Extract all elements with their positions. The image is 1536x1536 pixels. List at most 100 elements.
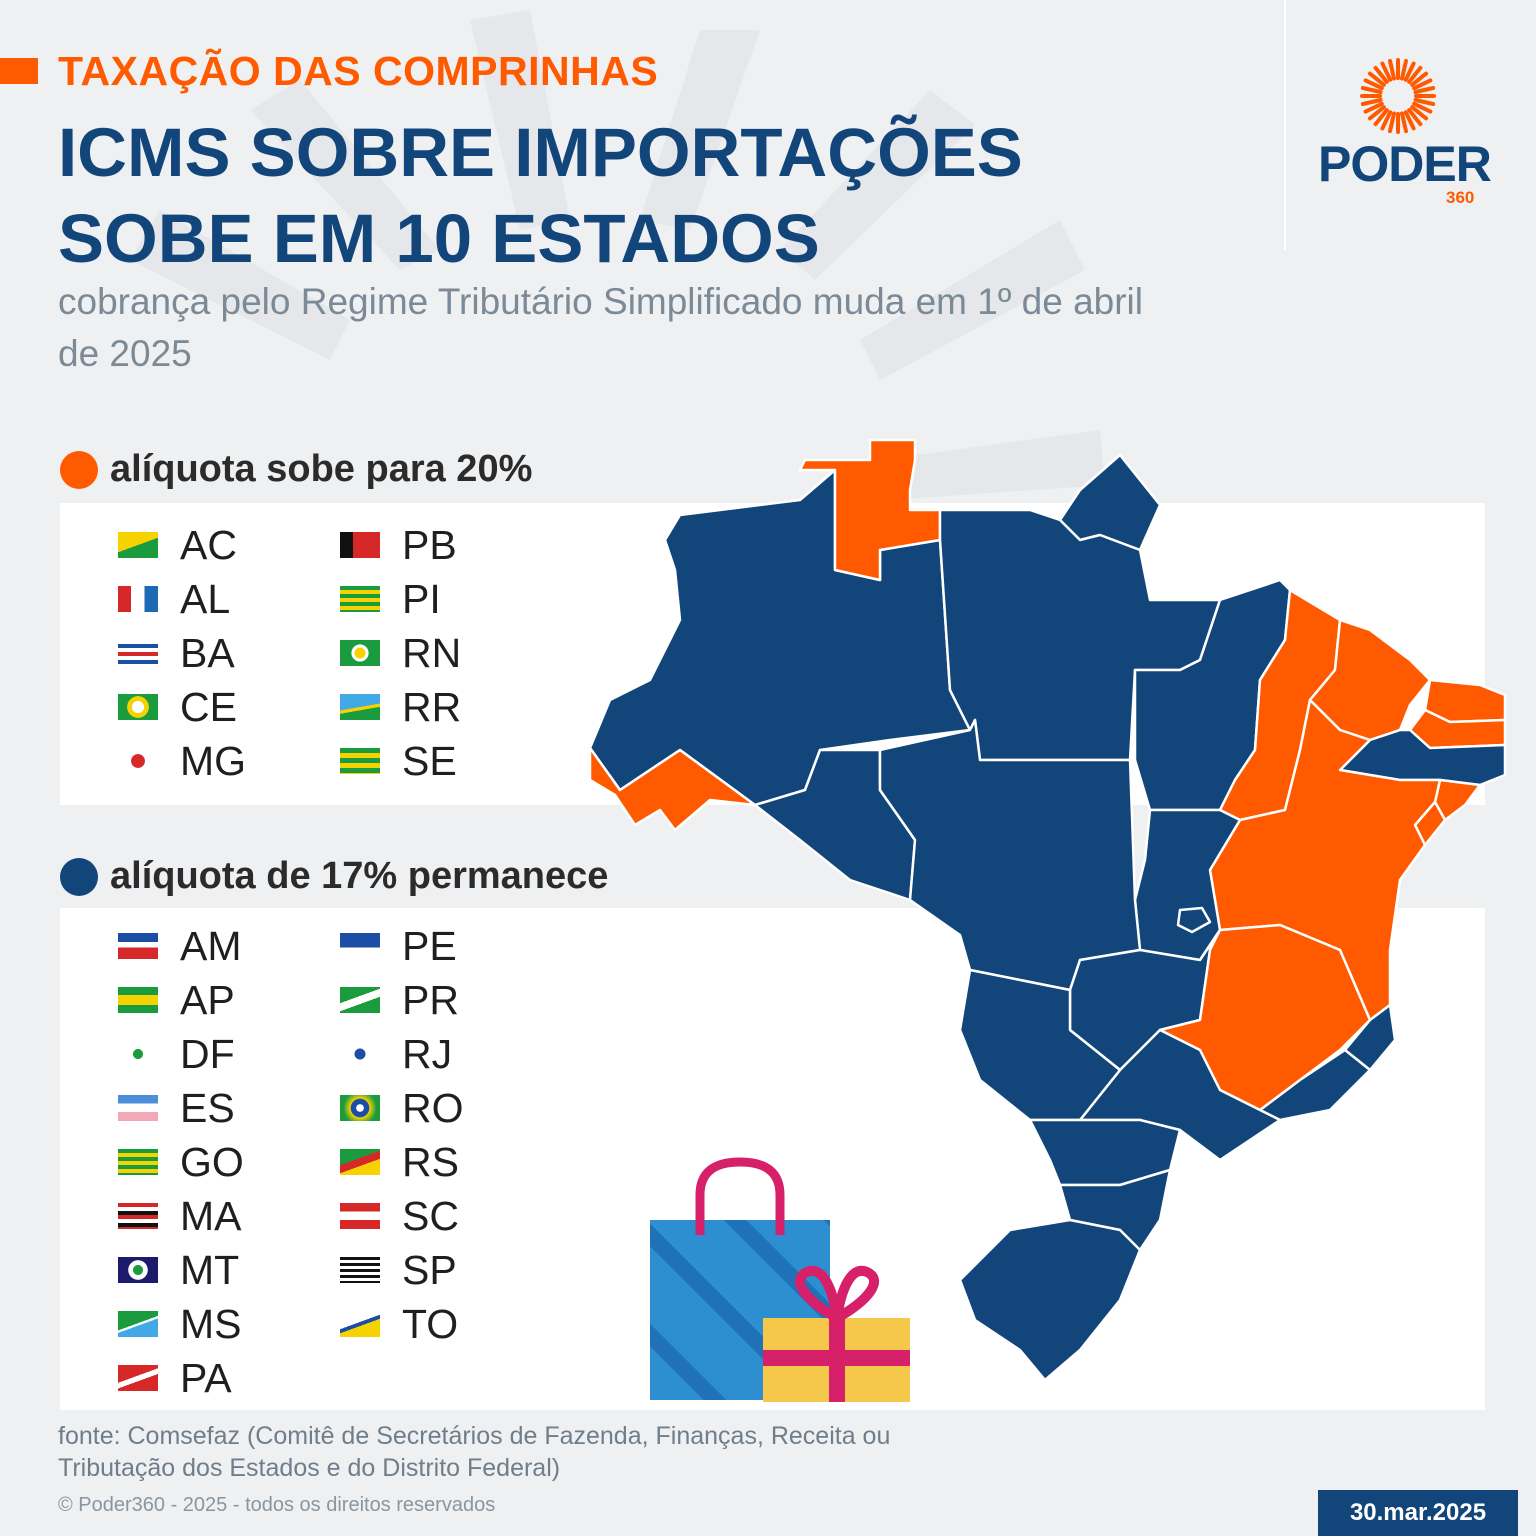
state-item-AP: AP <box>118 975 235 1025</box>
state-item-PA: PA <box>118 1353 232 1403</box>
state-code: AC <box>180 521 237 568</box>
state-code: GO <box>180 1138 244 1185</box>
state-code: PE <box>402 922 457 969</box>
flag-mg-icon <box>118 748 158 774</box>
state-code: PR <box>402 976 459 1023</box>
flag-to-icon <box>340 1311 380 1337</box>
state-item-PR: PR <box>340 975 459 1025</box>
map-state-MT <box>878 718 1142 992</box>
header-divider <box>1284 0 1286 250</box>
flag-ap-icon <box>118 987 158 1013</box>
map-state-ES <box>1343 1003 1397 1072</box>
state-item-RJ: RJ <box>340 1029 452 1079</box>
state-item-RO: RO <box>340 1083 464 1133</box>
logo-number: 360 <box>1446 188 1475 207</box>
state-item-PE: PE <box>340 921 457 971</box>
state-item-AM: AM <box>118 921 242 971</box>
state-item-RN: RN <box>340 628 461 678</box>
state-item-SP: SP <box>340 1245 457 1295</box>
subtitle: cobrança pelo Regime Tributário Simplifi… <box>58 281 1143 374</box>
copyright: © Poder360 - 2025 - todos os direitos re… <box>58 1494 496 1516</box>
source-note: fonte: Comsefaz (Comitê de Secretários d… <box>58 1422 891 1482</box>
flag-es-icon <box>118 1095 158 1121</box>
flag-se-icon <box>340 748 380 774</box>
flag-ma-icon <box>118 1203 158 1229</box>
state-code: SE <box>402 737 457 784</box>
flag-pi-icon <box>340 586 380 612</box>
state-code: SC <box>402 1192 459 1239</box>
flag-rn-icon <box>340 640 380 666</box>
state-item-MG: MG <box>118 736 246 786</box>
flag-pe-icon <box>340 933 380 959</box>
flag-df-icon <box>118 1041 158 1067</box>
state-code: RN <box>402 629 462 676</box>
flag-rr-icon <box>340 694 380 720</box>
state-item-MT: MT <box>118 1245 239 1295</box>
state-code: AM <box>180 922 242 969</box>
flag-ba-icon <box>118 640 158 666</box>
state-code: PA <box>180 1354 232 1401</box>
state-item-MS: MS <box>118 1299 242 1349</box>
state-item-BA: BA <box>118 628 235 678</box>
kicker: TAXAÇÃO DAS COMPRINHAS <box>58 48 659 94</box>
state-item-PB: PB <box>340 520 457 570</box>
state-item-RS: RS <box>340 1137 459 1187</box>
map-state-RR <box>798 438 942 582</box>
state-code: AL <box>180 575 231 622</box>
flag-pr-icon <box>340 987 380 1013</box>
flag-ms-icon <box>118 1311 158 1337</box>
state-item-SE: SE <box>340 736 457 786</box>
flag-ro-icon <box>340 1095 380 1121</box>
state-code: DF <box>180 1030 235 1077</box>
state-code: MS <box>180 1300 242 1347</box>
flag-am-icon <box>118 933 158 959</box>
legend-increase-label: alíquota sobe para 20% <box>110 448 533 490</box>
state-item-DF: DF <box>118 1029 235 1079</box>
legend-maintained: alíquota de 17% permanece <box>60 855 608 898</box>
flag-al-icon <box>118 586 158 612</box>
state-item-RR: RR <box>340 682 461 732</box>
logo-name: PODER <box>1318 136 1492 192</box>
state-code: ES <box>180 1084 235 1131</box>
state-code: BA <box>180 629 235 676</box>
state-code: RO <box>402 1084 464 1131</box>
state-item-CE: CE <box>118 682 237 732</box>
flag-sc-icon <box>340 1203 380 1229</box>
kicker-bar <box>0 58 38 84</box>
flag-sp-icon <box>340 1257 380 1283</box>
date-badge: 30.mar.2025 <box>1318 1490 1518 1536</box>
flag-pb-icon <box>340 532 380 558</box>
state-code: RR <box>402 683 462 730</box>
state-code: CE <box>180 683 237 730</box>
map-state-AC <box>588 746 757 832</box>
flag-rs-icon <box>340 1149 380 1175</box>
state-code: RJ <box>402 1030 453 1077</box>
state-item-PI: PI <box>340 574 441 624</box>
legend-increase: alíquota sobe para 20% <box>60 448 532 491</box>
legend-maintained-label: alíquota de 17% permanece <box>110 855 609 897</box>
state-item-ES: ES <box>118 1083 235 1133</box>
state-item-SC: SC <box>340 1191 459 1241</box>
flag-go-icon <box>118 1149 158 1175</box>
state-code: RS <box>402 1138 459 1185</box>
state-code: MT <box>180 1246 240 1293</box>
shopping-bag-gift-icon <box>650 1157 910 1402</box>
map-state-DF <box>1176 906 1212 934</box>
state-code: MG <box>180 737 247 784</box>
state-code: TO <box>402 1300 459 1347</box>
state-item-MA: MA <box>118 1191 242 1241</box>
state-item-GO: GO <box>118 1137 244 1187</box>
orange-dot-icon <box>60 450 98 489</box>
map-state-RS <box>958 1218 1142 1382</box>
state-item-TO: TO <box>340 1299 458 1349</box>
state-code: AP <box>180 976 235 1023</box>
flag-ce-icon <box>118 694 158 720</box>
poder360-sun-icon <box>1360 58 1436 134</box>
brazil-map <box>588 438 1507 1382</box>
flag-rj-icon <box>340 1041 380 1067</box>
state-item-AC: AC <box>118 520 237 570</box>
state-code: SP <box>402 1246 457 1293</box>
state-code: PI <box>402 575 441 622</box>
blue-dot-icon <box>60 857 98 896</box>
flag-mt-icon <box>118 1257 158 1283</box>
